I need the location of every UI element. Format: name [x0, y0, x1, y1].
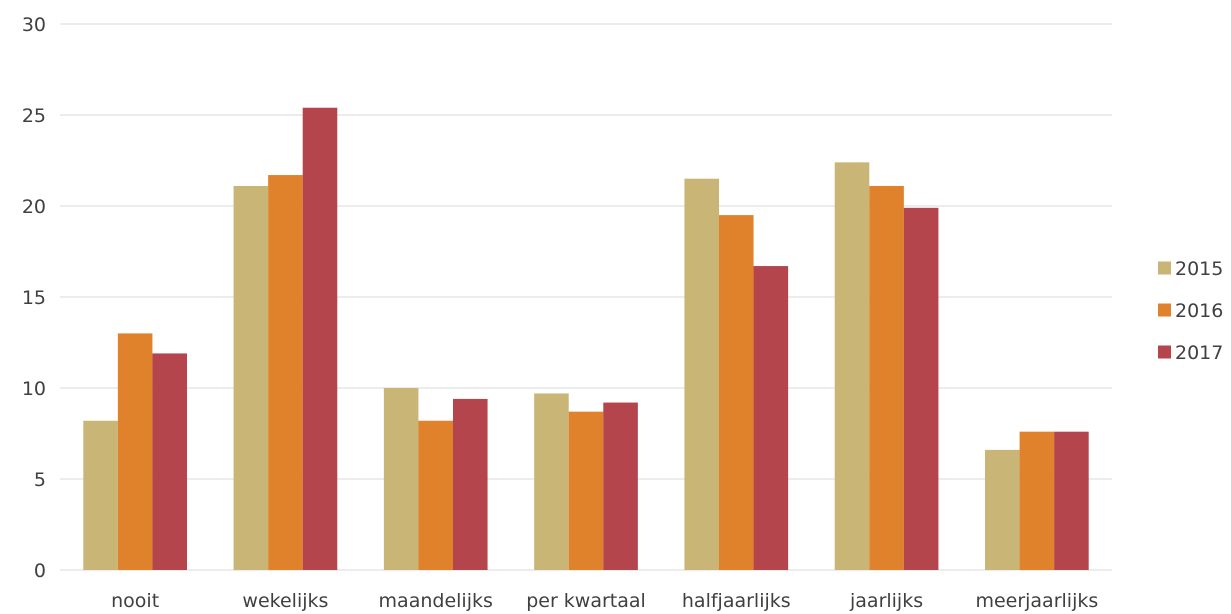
y-tick-label: 5	[34, 469, 46, 491]
legend: 2015 2016 2017	[1158, 258, 1223, 364]
bar-2017-meerjaarlijks	[1054, 431, 1089, 570]
x-category-label: wekelijks	[242, 590, 328, 612]
bar-2015-maandelijks	[383, 388, 419, 570]
y-tick-label: 30	[22, 14, 46, 36]
bar-2016-meerjaarlijks	[1019, 431, 1055, 570]
bar-2017-maandelijks	[452, 398, 488, 570]
bar-2016-jaarlijks	[869, 185, 904, 571]
y-tick-label: 20	[22, 196, 46, 218]
bar-2015-wekelijks	[233, 185, 269, 571]
bar-2016-halfjaarlijks	[719, 215, 754, 570]
x-category-label: halfjaarlijks	[682, 590, 791, 612]
x-category-label: meerjaarlijks	[975, 590, 1098, 612]
bar-2017-wekelijks	[302, 107, 338, 570]
legend-item: 2016	[1158, 300, 1223, 322]
legend-item: 2017	[1158, 342, 1223, 364]
y-tick-label: 25	[22, 105, 46, 127]
bar-2016-nooit	[117, 333, 153, 570]
y-tick-label: 15	[22, 287, 46, 309]
bar-2015-nooit	[83, 420, 118, 570]
legend-swatch	[1158, 261, 1171, 275]
y-tick-label: 0	[34, 560, 46, 582]
legend-item: 2015	[1158, 258, 1223, 280]
bar-2017-jaarlijks	[903, 207, 939, 570]
bar-2017-halfjaarlijks	[753, 266, 789, 570]
x-category-label: nooit	[111, 590, 159, 612]
x-category-label: maandelijks	[379, 590, 493, 612]
legend-swatch	[1158, 303, 1171, 317]
x-category-label: per kwartaal	[526, 590, 646, 612]
bar-2017-per-kwartaal	[603, 402, 638, 570]
legend-swatch	[1158, 345, 1171, 359]
bar-2017-nooit	[152, 353, 187, 570]
bar-2016-maandelijks	[418, 420, 453, 570]
legend-label: 2016	[1175, 300, 1223, 322]
bar-2015-meerjaarlijks	[985, 449, 1020, 570]
bar-2016-per-kwartaal	[568, 411, 604, 570]
bar-2015-jaarlijks	[834, 162, 870, 570]
x-axis: nooit wekelijks maandelijks per kwartaal hal…	[111, 590, 1098, 612]
bar-2016-wekelijks	[268, 175, 303, 570]
x-category-label: jaarlijks	[849, 590, 923, 612]
bar-2015-halfjaarlijks	[684, 178, 720, 570]
legend-label: 2017	[1175, 342, 1223, 364]
y-tick-label: 10	[22, 378, 46, 400]
bars	[83, 107, 1089, 571]
legend-label: 2015	[1175, 258, 1223, 280]
y-axis: 0 5 10 15 20 25 30	[22, 14, 46, 582]
bar-2015-per-kwartaal	[534, 393, 569, 570]
